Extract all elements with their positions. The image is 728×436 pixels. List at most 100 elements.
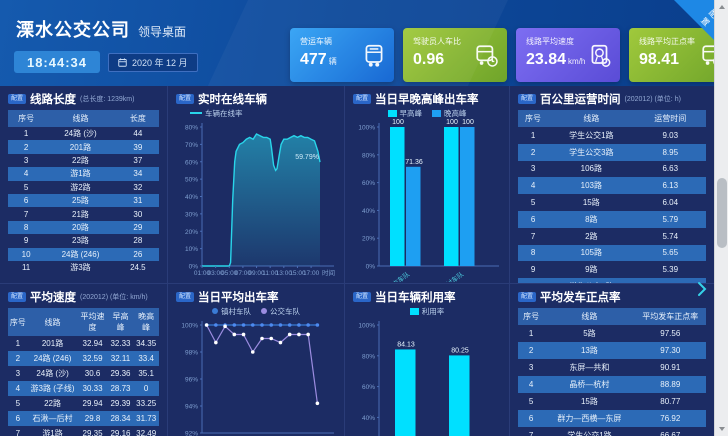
- table-cell: 游2路: [70, 182, 91, 192]
- table-cell: 8.95: [662, 147, 679, 157]
- svg-text:20%: 20%: [185, 229, 198, 236]
- table-row: 8 105路 5.65: [518, 244, 706, 262]
- panel-title: 线路长度: [30, 93, 77, 106]
- svg-text:30%: 30%: [185, 211, 198, 218]
- table-cell: 6.63: [662, 164, 679, 174]
- table-cell: 0: [143, 384, 149, 393]
- svg-text:71.36: 71.36: [405, 159, 423, 166]
- table-cell: 2路: [585, 231, 598, 241]
- table-cell: 6: [15, 414, 21, 423]
- page-subtitle: 领导桌面: [138, 25, 187, 39]
- table-row: 2 学生公交3路 8.95: [518, 143, 706, 161]
- table-row: 6 8路 5.79: [518, 210, 706, 228]
- table-cell: 80.77: [660, 397, 681, 406]
- table-row: 3 106路 6.63: [518, 161, 706, 178]
- svg-text:100%: 100%: [181, 323, 198, 330]
- bus-clock-icon: [476, 45, 498, 67]
- svg-text:100%: 100%: [358, 125, 375, 132]
- panel-config-badge[interactable]: 配置: [353, 291, 372, 302]
- date-picker[interactable]: 2020 年 12 月: [108, 53, 198, 72]
- table-row: 6 石湫—后村 29.8 28.34 31.73: [8, 411, 159, 426]
- scroll-down-button[interactable]: [715, 422, 728, 436]
- table-cell: 34.35: [136, 339, 157, 348]
- table-row: 1 学生公交1路 9.03: [518, 127, 706, 144]
- panel-config-badge[interactable]: 配置: [353, 93, 372, 104]
- column-header: 线路: [548, 110, 635, 127]
- column-header: 序号: [8, 308, 28, 336]
- vertical-scrollbar[interactable]: [714, 0, 728, 436]
- table-cell: 32.33: [110, 339, 131, 348]
- table-cell: 22路: [72, 155, 89, 165]
- table-cell: 30.33: [82, 384, 103, 393]
- medal-icon: [591, 44, 611, 67]
- panel-config-badge[interactable]: 配置: [8, 291, 27, 302]
- config-ribbon-button[interactable]: 配置: [674, 0, 719, 40]
- column-header: 晚高峰: [133, 308, 159, 336]
- panel-config-badge[interactable]: 配置: [518, 291, 537, 302]
- table-cell: 15路: [580, 397, 598, 406]
- table-cell: 31: [133, 196, 143, 206]
- next-page-chevron-icon[interactable]: [696, 281, 708, 297]
- table-cell: 24路 (沙): [64, 129, 97, 139]
- panel-ontime-rate: 配置 平均发车正点率 序号 线路 平均发车正点率 1 5路 97.56 2 13路 97.30 3…: [510, 284, 714, 436]
- table-cell: 2: [15, 354, 21, 363]
- table-cell: 24路 (246): [33, 354, 72, 363]
- table-row: 1 24路 (沙) 44: [8, 127, 159, 140]
- panel-config-badge[interactable]: 配置: [518, 93, 537, 104]
- svg-text:80%: 80%: [362, 152, 375, 159]
- svg-text:96%: 96%: [185, 377, 198, 384]
- daily-dispatch-line-chart: 92% 94% 96% 98% 100%: [176, 317, 336, 436]
- online-rate-area-chart: 0% 10% 20% 30% 40% 50% 60% 70% 80% 01:00 03:00 05:0…: [176, 119, 336, 283]
- brand: 溧水公交公司 领导桌面: [16, 16, 186, 42]
- svg-text:03:00: 03:00: [207, 270, 224, 277]
- online-rate-legend: 车辆在线率: [176, 107, 336, 119]
- table-cell: 2: [23, 142, 29, 152]
- table-row: 6 25路 31: [8, 193, 159, 208]
- table-cell: 9: [23, 236, 29, 246]
- svg-text:0%: 0%: [366, 264, 376, 271]
- panel-title: 百公里运营时间: [540, 93, 621, 106]
- panel-title-suffix: (总长度: 1239km): [80, 95, 135, 103]
- panel-config-badge[interactable]: 配置: [176, 93, 195, 104]
- legend-item: 公交车队: [261, 306, 300, 317]
- table-cell: 6: [23, 196, 29, 206]
- scroll-up-button[interactable]: [715, 0, 728, 14]
- table-cell: 11: [21, 263, 31, 273]
- utilization-legend: 利用率: [353, 305, 501, 317]
- legend-item: 晚高峰: [432, 108, 467, 119]
- table-cell: 97.30: [660, 346, 681, 355]
- svg-text:11:00: 11:00: [262, 270, 278, 277]
- table-row: 4 游1路 34: [8, 167, 159, 181]
- table-cell: 石湫—后村: [32, 414, 73, 423]
- column-header: 运营时间: [634, 110, 706, 127]
- table-cell: 105路: [580, 248, 602, 258]
- kpi-card-avg-speed: 线路平均速度 23.84 km/h: [516, 28, 620, 82]
- table-row: 4 103路 6.13: [518, 177, 706, 195]
- kpi-unit: 辆: [328, 57, 337, 66]
- table-cell: 31.73: [136, 414, 157, 423]
- table-cell: 39: [133, 142, 143, 152]
- dashboard-grid: 配置 线路长度 (总长度: 1239km) 序号 线路 长度 1 24路 (沙) 44 2 2…: [0, 86, 714, 436]
- table-cell: 9路: [585, 265, 598, 275]
- svg-text:92%: 92%: [185, 431, 198, 436]
- svg-text:公交车队: 公交车队: [385, 269, 411, 282]
- table-cell: 9.03: [662, 130, 679, 140]
- table-cell: 5: [528, 397, 534, 406]
- panel-config-badge[interactable]: 配置: [8, 93, 27, 104]
- svg-text:09:00: 09:00: [248, 270, 265, 277]
- column-header: 平均发车正点率: [634, 308, 706, 325]
- table-cell: 5: [15, 399, 21, 408]
- table-row: 7 游1路 29.35 29.16 32.49: [8, 426, 159, 436]
- svg-text:98%: 98%: [185, 350, 198, 357]
- table-cell: 28: [133, 236, 143, 246]
- table-cell: 学生公交1路: [569, 130, 614, 140]
- panel-config-badge[interactable]: 配置: [176, 291, 195, 302]
- table-cell: 28.34: [110, 414, 131, 423]
- table-cell: 76.92: [660, 414, 681, 423]
- svg-text:05:00: 05:00: [221, 270, 238, 277]
- panel-title-suffix: (202012) (单位: km/h): [80, 293, 148, 301]
- kpi-row: 营运车辆 477 辆 驾驶员人车比 0.96: [290, 28, 728, 82]
- svg-text:84.13: 84.13: [397, 341, 415, 348]
- scrollbar-thumb[interactable]: [717, 178, 727, 248]
- table-row: 5 15路 6.04: [518, 194, 706, 211]
